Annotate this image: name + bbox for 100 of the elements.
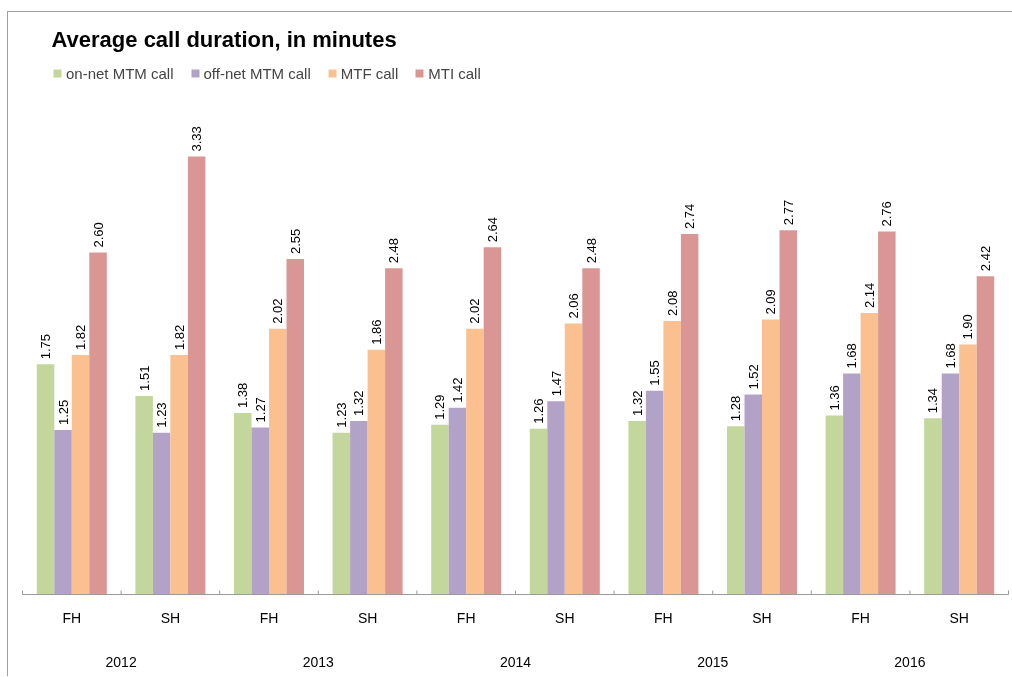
bar [582, 268, 600, 595]
data-label: 1.90 [960, 314, 976, 340]
data-label: 1.68 [844, 343, 860, 369]
x-tick-label: FH [62, 609, 82, 626]
bar [483, 247, 502, 595]
bar [466, 328, 484, 595]
data-label: 1.28 [728, 395, 744, 422]
data-label: 1.75 [38, 334, 54, 360]
bar [547, 401, 565, 595]
bar [187, 156, 206, 595]
x-tick-label: SH [949, 609, 969, 626]
data-label: 2.60 [90, 222, 106, 248]
x-tick-label: SH [555, 609, 575, 626]
bar [152, 432, 171, 595]
bar [54, 430, 72, 595]
data-label: 2.06 [566, 293, 582, 319]
bar [976, 276, 995, 595]
x-tick-label: FH [259, 609, 279, 626]
bar [744, 394, 762, 595]
bar [924, 418, 942, 595]
x-tick-label: FH [654, 609, 673, 626]
data-label: 2.55 [287, 228, 303, 255]
data-label: 1.47 [548, 370, 564, 397]
x-tick-label: SH [752, 609, 772, 626]
text: 2014 [499, 653, 532, 670]
bar [959, 344, 977, 595]
x-tick-label: FH [456, 609, 476, 626]
data-label: 2.48 [583, 237, 599, 264]
legend-label: MTF call [340, 64, 399, 82]
bar [170, 355, 188, 595]
bar [941, 373, 960, 595]
data-label: 1.26 [531, 398, 547, 424]
bar [385, 268, 403, 595]
data-label: 1.82 [171, 324, 187, 351]
bar [89, 252, 107, 595]
bar [135, 395, 153, 595]
bar [529, 428, 548, 595]
data-label: 2.42 [977, 245, 993, 272]
bar [332, 432, 351, 595]
data-label: 1.51 [136, 365, 152, 391]
data-label: 2.64 [484, 216, 500, 243]
bar [564, 323, 583, 595]
bar [350, 420, 368, 595]
bar [860, 313, 879, 595]
data-label: 1.32 [351, 390, 367, 416]
data-label: 1.42 [449, 377, 465, 403]
data-label: 1.52 [745, 364, 761, 390]
x-tick-label: SH [160, 609, 181, 626]
data-label: 1.34 [925, 387, 941, 414]
legend-label: MTI call [428, 64, 481, 82]
data-label: 1.86 [368, 319, 384, 345]
data-label: 2.14 [861, 282, 877, 309]
bar [843, 373, 861, 595]
bar [431, 424, 449, 595]
data-label: 1.25 [55, 399, 71, 426]
data-label: 2.77 [780, 199, 796, 226]
data-label: 2.08 [664, 290, 680, 316]
bar [448, 407, 467, 595]
bar [825, 415, 844, 595]
bar [234, 412, 252, 595]
bar [779, 230, 797, 595]
text: 2013 [302, 653, 335, 670]
data-label: 2.09 [763, 289, 779, 315]
data-label: 1.27 [252, 397, 268, 423]
bar [645, 390, 664, 595]
bar [878, 231, 896, 595]
bar [663, 320, 681, 595]
data-label: 2.76 [879, 201, 895, 227]
bar [269, 328, 287, 595]
data-label: 1.38 [235, 382, 251, 408]
data-label: 1.32 [629, 390, 645, 416]
x-tick-label: SH [357, 609, 378, 626]
bar [727, 426, 745, 595]
data-label: 2.74 [682, 203, 698, 230]
data-label: 1.23 [333, 402, 349, 428]
text: 2016 [894, 653, 926, 670]
chart-title: Average call duration, in minutes [51, 26, 397, 52]
bar [36, 364, 55, 595]
text: 2012 [105, 653, 137, 670]
bar [71, 355, 90, 595]
data-label: 1.82 [73, 324, 89, 351]
bar [367, 349, 386, 595]
data-label: 2.02 [270, 298, 286, 324]
legend-label: off-net MTM call [203, 64, 311, 82]
bar [251, 427, 269, 595]
data-label: 1.55 [647, 360, 663, 386]
x-tick-label: FH [851, 609, 870, 626]
bar [286, 259, 304, 595]
data-label: 1.23 [154, 402, 170, 428]
data-label: 1.36 [826, 385, 842, 411]
bar [680, 234, 699, 595]
data-label: 2.02 [467, 298, 483, 324]
data-label: 3.33 [189, 126, 205, 152]
data-label: 1.68 [942, 343, 958, 369]
data-label: 1.29 [432, 394, 448, 420]
text: 2015 [697, 653, 729, 670]
legend-label: on-net MTM call [66, 64, 174, 82]
data-label: 2.48 [386, 237, 402, 264]
bar [628, 420, 646, 595]
bar [762, 319, 780, 595]
